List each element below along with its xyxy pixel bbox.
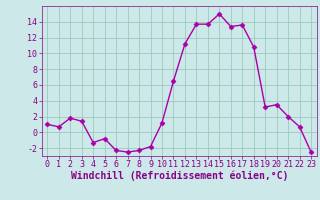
X-axis label: Windchill (Refroidissement éolien,°C): Windchill (Refroidissement éolien,°C) [70, 171, 288, 181]
